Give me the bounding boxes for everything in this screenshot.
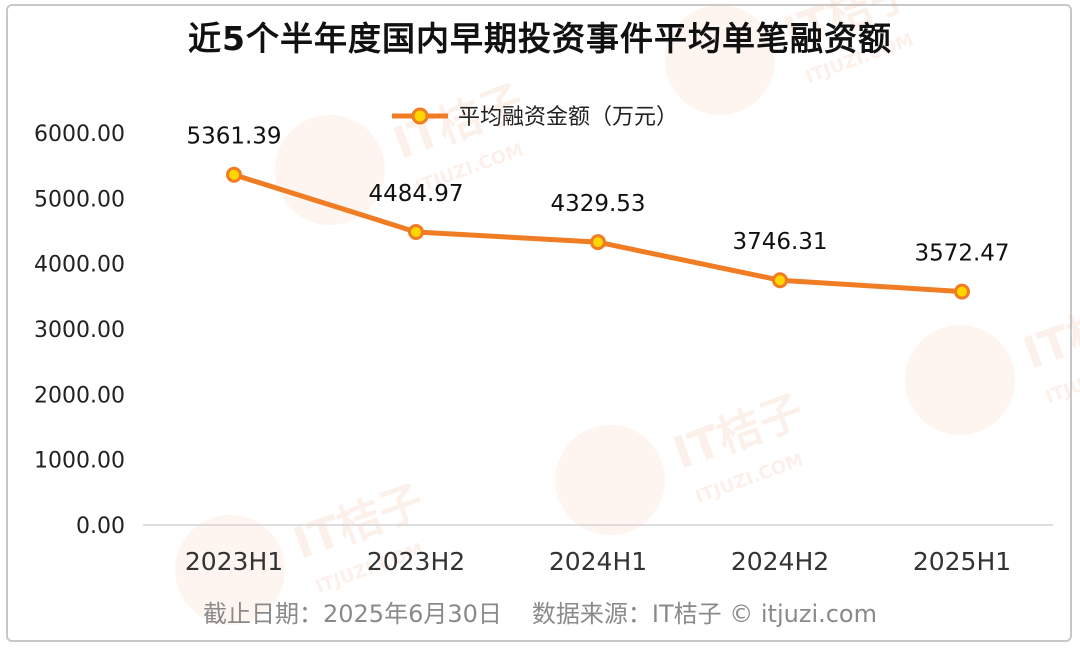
- data-label: 5361.39: [186, 124, 281, 150]
- y-tick-label: 2000.00: [34, 383, 125, 408]
- chart-frame: [6, 4, 1072, 642]
- x-tick-label: 2025H1: [913, 547, 1011, 576]
- watermark-logo-icon: [905, 325, 1015, 435]
- watermark-logo-icon: [665, 5, 775, 115]
- y-tick-label: 0.00: [76, 514, 125, 539]
- watermark-brand: IT桔子: [1017, 286, 1080, 380]
- watermark-logo-icon: [555, 425, 665, 535]
- footer-date: 截止日期：2025年6月30日: [203, 600, 502, 628]
- data-label: 3746.31: [732, 229, 827, 255]
- data-point: [772, 272, 788, 289]
- x-tick-label: 2024H2: [731, 547, 829, 576]
- x-axis: 2023H1 2023H2 2024H1 2024H2 2025H1: [143, 524, 1053, 576]
- x-tick-label: 2023H1: [185, 547, 283, 576]
- legend: 平均融资金额（万元）: [392, 105, 678, 130]
- watermark-layer: IT桔子ITJUZI.COMIT桔子ITJUZI.COMIT桔子ITJUZI.C…: [175, 0, 1080, 625]
- legend-marker-swatch: [411, 107, 429, 125]
- data-label: 3572.47: [914, 241, 1009, 267]
- watermark-logo-icon: [175, 515, 285, 625]
- data-label: 4329.53: [550, 191, 645, 217]
- legend-label: 平均融资金额（万元）: [458, 105, 678, 130]
- data-label: 4484.97: [368, 181, 463, 207]
- x-tick-label: 2023H2: [367, 547, 465, 576]
- y-tick-label: 4000.00: [34, 253, 125, 278]
- data-point: [226, 166, 242, 183]
- footer-note: 截止日期：2025年6月30日 数据来源：IT桔子 © itjuzi.com: [0, 594, 1080, 629]
- y-tick-label: 3000.00: [34, 318, 125, 343]
- watermark-logo-icon: [275, 115, 385, 225]
- data-point: [590, 234, 606, 251]
- footer-source: 数据来源：IT桔子 © itjuzi.com: [531, 600, 877, 628]
- y-tick-label: 1000.00: [34, 449, 125, 474]
- y-axis: 0.00 1000.00 2000.00 3000.00 4000.00 5000.00 6…: [34, 122, 125, 539]
- series-layer: 5361.39 4484.97 4329.53 3746.31 3572.47: [186, 124, 1010, 300]
- data-point: [954, 283, 970, 300]
- y-tick-label: 5000.00: [34, 187, 125, 212]
- data-point: [408, 223, 424, 240]
- x-tick-label: 2024H1: [549, 547, 647, 576]
- chart-title: 近5个半年度国内早期投资事件平均单笔融资额: [188, 19, 892, 58]
- y-tick-label: 6000.00: [34, 122, 125, 147]
